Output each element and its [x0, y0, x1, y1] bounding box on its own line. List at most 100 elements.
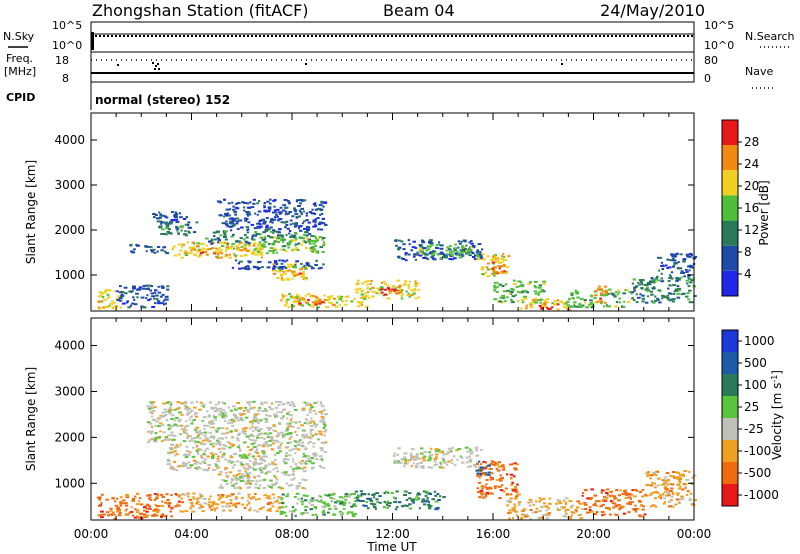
echo-cell: [674, 253, 678, 256]
echo-cell: [212, 422, 215, 425]
echo-cell: [297, 498, 301, 501]
echo-cell: [633, 288, 636, 291]
echo-cell: [429, 447, 433, 450]
echo-cell: [180, 428, 185, 431]
echo-cell: [514, 468, 518, 471]
echo-cell: [286, 278, 291, 281]
echo-cell: [166, 460, 171, 462]
echo-cell: [195, 460, 199, 463]
echo-cell: [106, 297, 109, 300]
echo-cell: [494, 268, 497, 271]
echo-cell: [581, 297, 584, 300]
echo-cell: [182, 243, 185, 246]
echo-cell: [119, 501, 123, 503]
echo-cell: [641, 488, 645, 491]
echo-cell: [495, 467, 499, 470]
echo-cell: [174, 417, 179, 419]
echo-cell: [321, 250, 325, 253]
echo-cell: [404, 282, 407, 284]
echo-cell: [273, 198, 277, 201]
echo-cell: [221, 455, 225, 458]
echo-cell: [180, 229, 183, 232]
echo-cell: [150, 499, 153, 502]
echo-cell: [679, 253, 683, 256]
echo-cell: [607, 292, 610, 295]
echo-cell: [309, 430, 312, 433]
echo-cell: [154, 302, 157, 305]
echo-cell: [288, 454, 292, 457]
echo-cell: [517, 503, 521, 506]
echo-cell: [280, 431, 285, 434]
echo-cell: [194, 253, 197, 256]
echo-cell: [169, 403, 173, 406]
echo-cell: [270, 436, 274, 438]
echo-cell: [177, 420, 181, 423]
echo-cell: [514, 505, 517, 508]
echo-cell: [169, 406, 172, 409]
echo-cell: [478, 476, 481, 479]
station-title: Zhongshan Station (fitACF): [92, 1, 309, 20]
echo-cell: [212, 437, 216, 440]
echo-cell: [184, 453, 188, 456]
echo-cell: [512, 462, 515, 465]
echo-cell: [295, 260, 300, 263]
echo-cell: [284, 267, 288, 269]
echo-cell: [264, 464, 269, 467]
echo-cell: [421, 241, 426, 244]
echo-cell: [261, 410, 266, 412]
echo-cell: [301, 433, 305, 436]
echo-cell: [350, 505, 354, 508]
echo-cell: [453, 464, 457, 467]
echo-cell: [496, 281, 499, 284]
echo-cell: [451, 250, 455, 253]
echo-cell: [410, 498, 414, 501]
echo-cell: [539, 301, 542, 304]
echo-cell: [283, 199, 288, 201]
echo-cell: [146, 494, 149, 497]
echo-cell: [172, 245, 176, 248]
echo-cell: [427, 245, 432, 248]
echo-cell: [675, 492, 680, 495]
echo-cell: [180, 225, 184, 228]
echo-cell: [225, 241, 229, 244]
echo-cell: [280, 235, 285, 238]
echo-cell: [333, 492, 336, 495]
echo-cell: [538, 497, 541, 500]
echo-cell: [408, 295, 411, 298]
echo-cell: [442, 254, 446, 257]
echo-cell: [471, 245, 476, 247]
echo-cell: [454, 243, 458, 246]
echo-cell: [685, 493, 689, 496]
echo-cell: [233, 487, 238, 490]
echo-cell: [291, 249, 295, 252]
echo-cell: [244, 219, 248, 222]
echo-cell: [165, 401, 170, 404]
echo-cell: [236, 502, 241, 505]
echo-cell: [106, 289, 110, 292]
echo-cell: [307, 455, 311, 458]
echo-cell: [324, 441, 328, 444]
echo-cell: [284, 458, 287, 460]
echo-cell: [380, 291, 384, 294]
echo-cell: [247, 486, 252, 489]
echo-cell: [618, 508, 621, 511]
echo-cell: [509, 493, 513, 496]
echo-cell: [201, 439, 206, 442]
echo-cell: [259, 225, 263, 228]
echo-cell: [240, 226, 244, 229]
echo-cell: [340, 513, 343, 516]
echo-cell: [378, 292, 381, 295]
echo-cell: [151, 250, 154, 253]
echo-cell: [382, 280, 386, 283]
echo-cell: [363, 504, 368, 507]
echo-cell: [588, 498, 593, 500]
echo-cell: [249, 460, 252, 463]
echo-cell: [247, 502, 250, 505]
echo-cell: [232, 405, 236, 408]
echo-cell: [353, 298, 356, 300]
echo-cell: [256, 232, 259, 235]
echo-cell: [641, 294, 645, 297]
echo-cell: [148, 505, 152, 508]
echo-cell: [431, 498, 435, 501]
echo-cell: [512, 279, 516, 282]
